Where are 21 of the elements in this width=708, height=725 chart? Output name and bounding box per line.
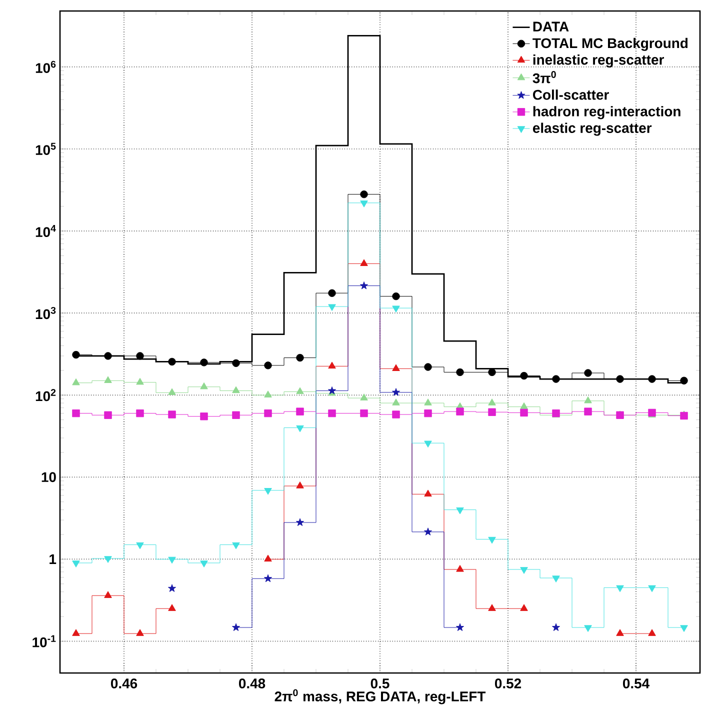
legend-label: Coll-scatter xyxy=(533,90,609,100)
y-tick-label: 10$^{4}$ xyxy=(36,224,56,238)
y-tick-label: 10$^{-1}$ xyxy=(32,635,56,648)
x-tick-label: 0.5 xyxy=(370,678,390,688)
y-tick-label: 10$^{6}$ xyxy=(36,60,56,73)
y-tick-label: 10$^{5}$ xyxy=(36,142,56,155)
legend-label: TOTAL MC Background xyxy=(532,38,688,51)
y-tick-label: 10$^{3}$ xyxy=(36,306,56,320)
legend-label: hadron reg-interaction xyxy=(533,106,680,120)
y-tick-label: 10$^{2}$ xyxy=(36,389,56,402)
y-tick-label: 10 xyxy=(42,472,56,482)
legend-label: inelastic reg-scatter xyxy=(533,54,664,68)
x-tick-label: 0.52 xyxy=(494,678,522,688)
x-tick-label: 0.54 xyxy=(622,678,650,688)
y-tick-label: 1 xyxy=(50,554,56,564)
x-axis-title: 2π$^{0}$ mass, REG DATA, reg-LEFT xyxy=(274,689,486,704)
x-tick-label: 0.46 xyxy=(110,678,138,688)
legend-label: elastic reg-scatter xyxy=(532,122,652,136)
legend-label: 3π$^{0}$ xyxy=(532,71,556,84)
legend-label: DATA xyxy=(533,22,569,32)
x-tick-label: 0.48 xyxy=(238,678,266,688)
